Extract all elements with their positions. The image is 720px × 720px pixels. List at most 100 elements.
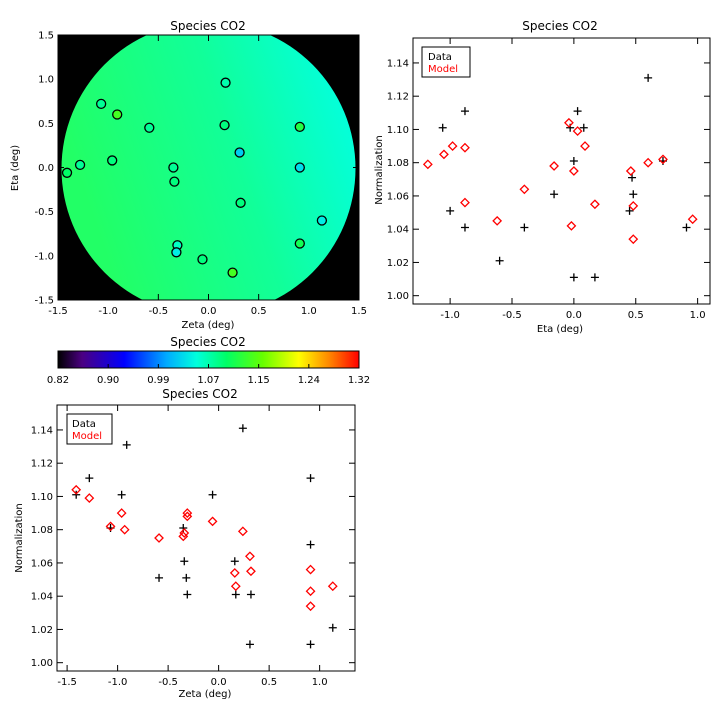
zeta-data-point: [238, 424, 247, 433]
zeta-x-tick-label: 1.0: [312, 677, 328, 688]
heatmap-point: [316, 215, 328, 226]
eta-y-tick-label: 1.10: [387, 125, 409, 136]
eta-y-tick-label: 1.04: [387, 225, 409, 236]
eta-data-point: [590, 273, 599, 282]
heatmap-x-tick-label: -1.0: [98, 306, 118, 317]
heatmap-chart: Species CO2 -1.5 -1.0 -0.5 0.0 0.5 1.0 1.5 -1.…: [10, 19, 367, 331]
eta-y-ticks: 1.00 1.02 1.04 1.06 1.08 1.10 1.12 1.14: [387, 58, 710, 302]
zeta-model-point: [207, 516, 218, 527]
heatmap-point: [61, 167, 73, 178]
heatmap-disk: [61, 35, 356, 300]
heatmap-point: [294, 238, 305, 249]
heatmap-y-tick-label: -0.5: [34, 207, 54, 218]
heatmap-y-tick-label: 0.5: [38, 119, 54, 130]
eta-model-point: [628, 234, 639, 245]
eta-model-point: [687, 214, 698, 225]
heatmap-x-tick-label: 0.0: [201, 306, 217, 317]
zeta-legend-model: Model: [72, 431, 102, 442]
zeta-model-point: [327, 581, 338, 592]
zeta-legend-box: [66, 413, 113, 445]
eta-data-point: [579, 123, 588, 132]
zeta-legend: Data Model: [66, 413, 113, 445]
eta-model-point: [460, 142, 470, 153]
colorbar-ticks: 0.82 0.90 0.99 1.07 1.15 1.24 1.32: [47, 364, 370, 386]
eta-x-tick-label: 1.0: [690, 310, 706, 321]
colorbar-tick-label: 1.15: [248, 375, 270, 386]
heatmap-x-tick-label: -0.5: [149, 306, 169, 317]
heatmap-points: [61, 77, 328, 278]
zeta-model-point: [179, 528, 190, 538]
zeta-y-tick-label: 1.12: [31, 459, 53, 470]
zeta-model-point: [119, 524, 130, 535]
heatmap-point: [171, 247, 182, 258]
eta-model-point: [422, 159, 433, 170]
heatmap-title: Species CO2: [170, 19, 245, 33]
heatmap-point: [219, 119, 230, 131]
eta-model-point: [549, 161, 559, 171]
zeta-model-point: [229, 567, 240, 578]
eta-model-point: [439, 149, 449, 160]
heatmap-x-tick-label: 1.0: [301, 306, 317, 317]
eta-x-tick-label: 0.0: [566, 310, 582, 321]
heatmap-x-tick-label: 0.5: [251, 306, 267, 317]
heatmap-y-tick-label: 1.5: [38, 31, 54, 42]
heatmap-point: [227, 267, 238, 278]
eta-model-point: [447, 141, 458, 151]
colorbar-tick-label: 0.90: [97, 375, 119, 386]
eta-model-point: [643, 157, 654, 168]
zeta-plot-frame: [56, 404, 356, 672]
zeta-model-point: [84, 493, 95, 504]
zeta-y-tick-label: 1.14: [31, 425, 53, 436]
zeta-data-point: [72, 490, 81, 499]
zeta-model-point: [116, 508, 127, 518]
heatmap-point: [197, 254, 208, 265]
heatmap-y-tick-label: 1.0: [38, 75, 54, 86]
zeta-model-point: [154, 533, 164, 543]
zeta-chart-title: Species CO2: [162, 387, 237, 401]
heatmap-point: [74, 159, 86, 171]
heatmap-point: [235, 197, 246, 208]
eta-model-point: [572, 126, 583, 137]
eta-data-point: [460, 223, 469, 232]
zeta-x-tick-label: -1.0: [108, 677, 128, 688]
eta-data-point: [644, 73, 653, 82]
eta-y-label: Normalization: [374, 135, 385, 205]
eta-data-point: [682, 223, 691, 232]
zeta-x-tick-label: 0.5: [261, 677, 277, 688]
heatmap-y-tick-label: 0.0: [38, 163, 54, 174]
eta-data-point: [550, 190, 559, 199]
eta-model-point: [460, 197, 470, 208]
zeta-model-point: [237, 526, 248, 537]
zeta-model-point: [71, 484, 82, 495]
zeta-y-tick-label: 1.04: [31, 592, 53, 603]
zeta-model-point: [182, 511, 193, 522]
zeta-data-point: [183, 590, 192, 599]
eta-y-tick-label: 1.06: [387, 191, 409, 202]
heatmap-point: [234, 147, 245, 158]
eta-model-point: [519, 184, 530, 195]
heatmap-y-label: Eta (deg): [10, 145, 21, 191]
heatmap-point: [112, 109, 123, 120]
heatmap-point: [294, 162, 305, 173]
eta-model-point: [580, 141, 590, 151]
heatmap-point: [95, 98, 107, 110]
zeta-y-tick-label: 1.00: [31, 658, 53, 669]
eta-model-point: [628, 200, 639, 211]
eta-y-tick-label: 1.14: [387, 58, 409, 69]
eta-chart-title: Species CO2: [522, 19, 597, 33]
heatmap-x-label: Zeta (deg): [182, 320, 235, 331]
eta-data-point: [569, 157, 578, 166]
heatmap-point: [107, 155, 118, 166]
zeta-data-point: [328, 623, 337, 632]
zeta-data-point: [155, 573, 164, 582]
heatmap-point: [168, 162, 179, 173]
colorbar-tick-label: 1.32: [348, 375, 370, 386]
zeta-y-label: Normalization: [14, 503, 25, 573]
zeta-data-point: [85, 474, 94, 483]
eta-model-point: [658, 154, 668, 165]
zeta-model-point: [305, 601, 316, 612]
eta-model-point: [568, 166, 579, 176]
zeta-legend-data: Data: [72, 419, 96, 430]
zeta-x-ticks: -1.5 -1.0 -0.5 0.0 0.5 1.0: [57, 405, 328, 688]
